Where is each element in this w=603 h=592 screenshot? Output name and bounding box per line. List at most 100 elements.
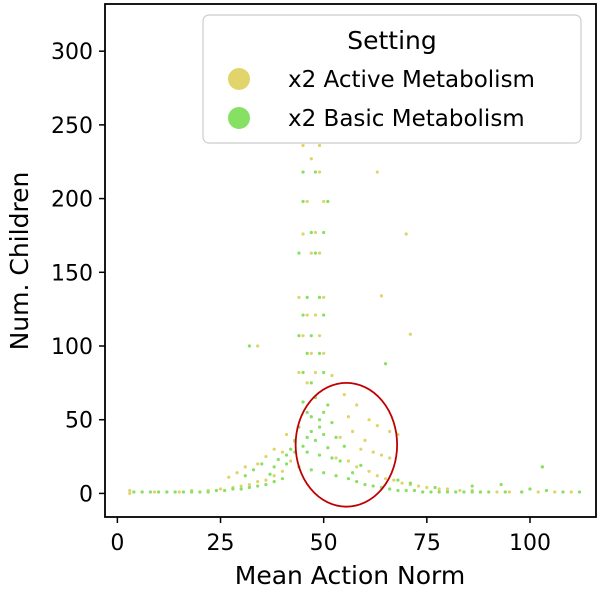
data-point-basic — [280, 477, 285, 481]
data-point-active — [322, 199, 326, 204]
data-point-basic — [190, 490, 194, 494]
y-tick-label: 250 — [51, 114, 93, 139]
data-point-basic — [322, 471, 326, 475]
data-point-active — [507, 490, 511, 494]
data-point-active — [313, 370, 318, 375]
data-point-active — [425, 485, 429, 490]
data-point-active — [383, 477, 388, 481]
data-point-active — [379, 294, 384, 298]
data-point-active — [256, 344, 260, 348]
data-point-basic — [437, 490, 441, 494]
data-point-active — [280, 469, 285, 473]
data-point-active — [495, 490, 499, 494]
y-axis: 0 50 100 150 200 250 300 — [51, 40, 105, 507]
data-point-basic — [231, 487, 235, 491]
data-point-active — [371, 450, 375, 454]
data-point-basic — [322, 313, 326, 317]
data-point-active — [392, 478, 396, 482]
data-point-basic — [301, 313, 305, 317]
data-point-active — [239, 484, 243, 488]
x-tick-label: 100 — [509, 531, 551, 556]
data-point-basic — [247, 485, 252, 490]
data-point-basic — [577, 490, 582, 494]
y-axis-label: Num. Children — [5, 172, 34, 351]
data-point-basic — [462, 490, 466, 494]
legend-marker-active — [228, 68, 250, 90]
x-axis: 0 25 50 75 100 — [110, 517, 551, 556]
y-tick-label: 150 — [51, 261, 93, 286]
data-point-basic — [301, 444, 305, 448]
data-point-active — [309, 251, 313, 255]
data-point-basic — [165, 490, 169, 494]
data-point-active — [437, 487, 441, 491]
data-point-basic — [317, 418, 322, 422]
data-point-basic — [322, 370, 326, 375]
data-point-basic — [243, 474, 247, 478]
data-point-basic — [326, 199, 330, 204]
data-point-basic — [157, 490, 161, 494]
data-point-active — [379, 453, 384, 457]
data-point-active — [408, 332, 412, 336]
data-point-active — [317, 251, 322, 255]
data-point-basic — [528, 487, 532, 491]
y-tick-label: 300 — [51, 40, 93, 65]
data-point-active — [350, 429, 355, 434]
data-point-basic — [363, 482, 367, 487]
data-point-active — [177, 490, 181, 494]
data-point-active — [445, 487, 450, 491]
highlight-circle — [294, 381, 399, 508]
data-point-basic — [132, 490, 136, 494]
data-point-basic — [470, 484, 474, 488]
data-point-basic — [544, 488, 549, 493]
data-point-basic — [470, 490, 474, 494]
data-point-basic — [326, 446, 330, 450]
data-point-basic — [322, 230, 326, 235]
data-point-basic — [289, 447, 293, 451]
y-tick-label: 50 — [65, 409, 93, 434]
legend-marker-basic — [228, 107, 250, 129]
data-point-basic — [478, 490, 483, 494]
data-point-basic — [309, 415, 313, 419]
data-point-active — [367, 418, 371, 422]
data-point-active — [272, 474, 276, 478]
data-point-active — [569, 490, 573, 494]
data-point-active — [301, 232, 305, 236]
data-point-active — [280, 450, 285, 454]
data-point-active — [416, 484, 421, 488]
data-point-active — [235, 471, 239, 475]
x-axis-label: Mean Action Norm — [235, 561, 466, 590]
data-point-basic — [487, 490, 491, 494]
data-point-active — [301, 143, 305, 148]
data-point-basic — [272, 480, 276, 484]
data-point-basic — [371, 484, 375, 488]
data-point-basic — [330, 421, 334, 425]
data-point-active — [305, 199, 309, 204]
data-point-basic — [317, 425, 322, 429]
data-point-basic — [503, 490, 507, 494]
data-point-basic — [214, 488, 219, 493]
data-point-basic — [309, 429, 313, 434]
data-point-basic — [239, 487, 243, 491]
data-point-active — [247, 482, 252, 487]
data-point-basic — [260, 462, 264, 466]
data-point-basic — [251, 468, 256, 472]
data-point-basic — [317, 453, 322, 457]
data-point-active — [272, 447, 276, 451]
data-point-basic — [404, 488, 408, 493]
data-point-basic — [317, 351, 322, 355]
data-point-basic — [421, 490, 425, 494]
data-point-active — [305, 313, 309, 317]
data-point-basic — [173, 490, 177, 494]
data-point-basic — [247, 344, 252, 348]
data-point-active — [375, 424, 379, 428]
data-point-active — [346, 459, 351, 463]
data-point-active — [264, 454, 268, 459]
data-point-active — [342, 393, 346, 397]
data-point-basic — [445, 490, 450, 494]
data-point-basic — [429, 490, 433, 494]
data-point-active — [297, 370, 301, 375]
data-point-basic — [499, 482, 503, 487]
data-point-active — [243, 465, 247, 469]
data-point-active — [309, 351, 313, 355]
